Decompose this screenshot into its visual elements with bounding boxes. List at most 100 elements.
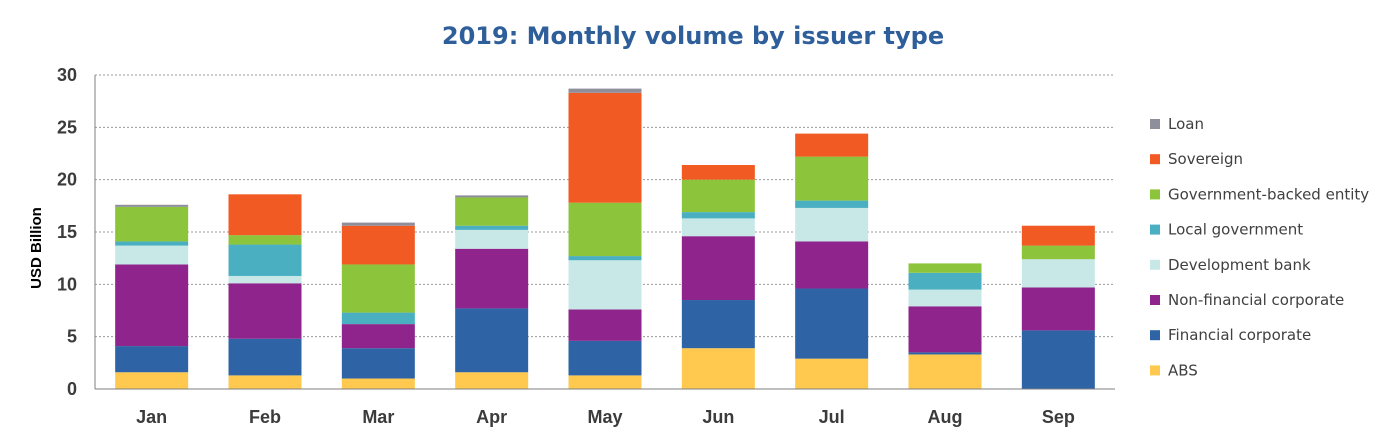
x-tick-label: Feb [249, 407, 281, 427]
bar-segment [908, 272, 982, 290]
y-tick-label: 30 [57, 65, 77, 85]
y-tick-label: 10 [57, 274, 77, 294]
bar-segment [115, 245, 189, 265]
x-tick-label: Jul [819, 407, 845, 427]
bar-segment [341, 222, 415, 226]
bar-segment [681, 212, 755, 219]
bar-segment [228, 194, 302, 236]
legend-swatch [1150, 119, 1160, 129]
legend-label: Development bank [1168, 256, 1311, 274]
x-tick-label: Jun [702, 407, 734, 427]
bar-segment [681, 236, 755, 301]
bar-segment [568, 309, 642, 341]
x-tick-label: Jan [136, 407, 167, 427]
y-axis-label: USD Billion [28, 207, 45, 289]
bar-segment [568, 88, 642, 93]
bar-segment [908, 352, 982, 355]
bar-segment [1021, 330, 1095, 389]
x-tick-label: Apr [476, 407, 507, 427]
bar-segment [341, 225, 415, 265]
bar-segment [115, 264, 189, 347]
legend-label: Local government [1168, 221, 1303, 239]
bar-segment [795, 207, 869, 242]
legend-swatch [1150, 189, 1160, 200]
legend-swatch [1150, 330, 1160, 341]
bar-segment [908, 306, 982, 353]
bar-segment [341, 324, 415, 349]
bar-segment [228, 235, 302, 245]
legend-label: Financial corporate [1168, 326, 1311, 344]
bar-segment [908, 289, 982, 307]
x-tick-label: Mar [362, 407, 394, 427]
bar-segment [341, 378, 415, 389]
bar-segment [1021, 287, 1095, 331]
bar-segment [455, 195, 529, 198]
legend-swatch [1150, 224, 1160, 235]
bar-segment [568, 92, 642, 203]
x-tick-label: Aug [928, 407, 963, 427]
y-tick-label: 5 [67, 327, 77, 347]
bar-segment [341, 348, 415, 379]
bar-segment [908, 354, 982, 389]
bar-segment [795, 241, 869, 289]
bar-segment [341, 312, 415, 325]
bar-segment [455, 308, 529, 373]
bar-segment [115, 241, 189, 246]
bar-segment [681, 165, 755, 180]
bar-segment [568, 375, 642, 389]
bar-segment [455, 197, 529, 226]
legend-label: Non-financial corporate [1168, 291, 1344, 309]
bar-segment [1021, 259, 1095, 288]
bar-segment [681, 300, 755, 349]
bar-segment [115, 206, 189, 242]
bar-segment [228, 244, 302, 276]
bar-segment [795, 156, 869, 201]
bar-segment [455, 248, 529, 309]
bar-segment [681, 179, 755, 213]
bars [115, 88, 1095, 389]
bar-segment [568, 256, 642, 261]
bar-segment [568, 202, 642, 257]
bar-segment [795, 133, 869, 157]
bar-segment [115, 346, 189, 373]
bar-segment [455, 229, 529, 249]
bar-segment [115, 372, 189, 389]
chart-title: 2019: Monthly volume by issuer type [442, 22, 944, 50]
legend-label: Government-backed entity [1168, 185, 1369, 203]
x-axis-ticks: Jan Feb Mar Apr May Jun Jul Aug Sep [136, 407, 1075, 427]
bar-segment [1021, 245, 1095, 260]
y-tick-label: 15 [57, 222, 77, 242]
legend-swatch [1150, 365, 1160, 376]
bar-segment [795, 200, 869, 208]
bar-segment [228, 283, 302, 339]
y-axis-ticks: 0 5 10 15 20 25 30 [57, 65, 77, 399]
bar-segment [908, 263, 982, 273]
bar-segment [115, 204, 189, 207]
bar-segment [1021, 225, 1095, 246]
bar-segment [568, 340, 642, 376]
legend-label: Sovereign [1168, 150, 1243, 168]
legend: Loan Sovereign Government-backed entity Loc… [1150, 115, 1369, 379]
bar-segment [455, 372, 529, 389]
bar-segment [568, 260, 642, 310]
bar-segment [228, 275, 302, 284]
legend-swatch [1150, 154, 1160, 165]
y-tick-label: 20 [57, 170, 77, 190]
bar-segment [455, 225, 529, 230]
x-tick-label: May [587, 407, 622, 427]
legend-swatch [1150, 295, 1160, 305]
bar-segment [228, 338, 302, 376]
axes [94, 75, 1115, 390]
y-tick-label: 25 [57, 117, 77, 137]
legend-label: Loan [1168, 115, 1204, 133]
bar-segment [795, 358, 869, 389]
bar-segment [681, 218, 755, 237]
bar-segment [228, 375, 302, 389]
bar-segment [341, 264, 415, 313]
x-tick-label: Sep [1042, 407, 1075, 427]
legend-swatch [1150, 259, 1160, 270]
bar-segment [795, 288, 869, 359]
y-tick-label: 0 [67, 379, 77, 399]
